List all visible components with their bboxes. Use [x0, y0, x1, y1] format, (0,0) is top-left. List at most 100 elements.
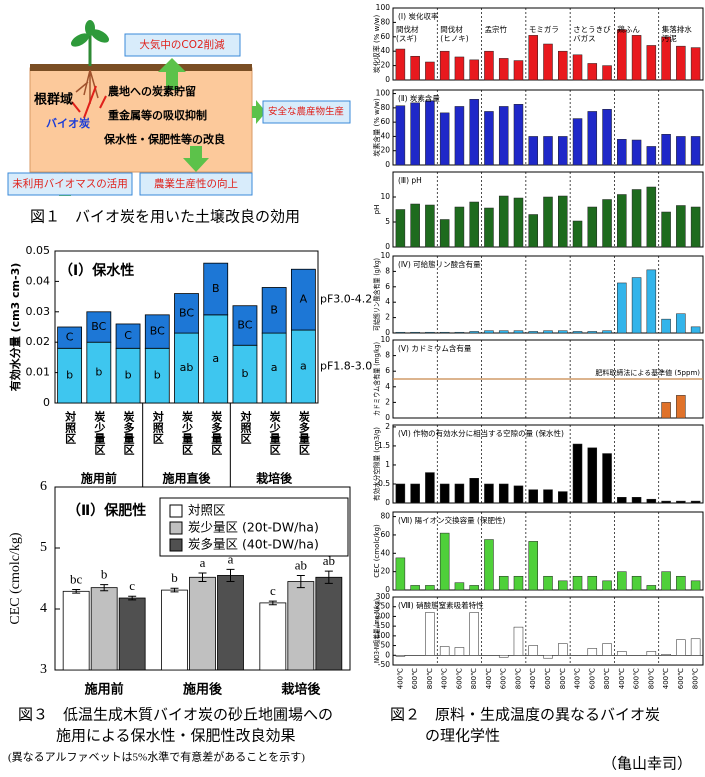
- bar: [602, 65, 612, 81]
- bar: [62, 590, 90, 671]
- y-axis-label: 炭素含量 (% w/w): [372, 98, 381, 157]
- bar: [602, 109, 612, 166]
- bar: [676, 395, 686, 419]
- bar: [439, 50, 450, 81]
- bar: [617, 651, 627, 656]
- bar: [395, 655, 406, 657]
- bar: [484, 483, 494, 504]
- bar: [513, 104, 524, 166]
- significance-letter: b: [154, 369, 161, 382]
- bar: [690, 136, 701, 166]
- y-tick-label: 60: [380, 117, 390, 126]
- bar: [661, 402, 671, 419]
- x-tick-label: 対照区: [64, 410, 78, 445]
- bar: [631, 139, 642, 166]
- bar: [528, 645, 538, 656]
- x-tick-label: 600℃: [588, 668, 596, 689]
- group-label: バガス: [573, 33, 596, 43]
- group-label: 間伐材: [440, 24, 463, 34]
- bar: [118, 597, 146, 671]
- error-bar: [72, 588, 81, 594]
- bar: [484, 111, 494, 166]
- legend-swatch: [169, 504, 183, 518]
- bar-segment: [57, 326, 83, 349]
- productivity-label: 農業生産性の向上: [154, 177, 238, 190]
- y-axis-label: 有効水分量 (cm3 cm-3): [8, 263, 22, 392]
- group-label: 施用前: [81, 471, 117, 486]
- bar: [217, 575, 244, 671]
- significance-letter: ab: [323, 553, 335, 568]
- bar: [602, 199, 612, 248]
- arrow-down: [183, 146, 209, 172]
- biomass-label: 未利用バイオマスの活用: [12, 178, 128, 190]
- y-tick-label: 0: [385, 650, 390, 659]
- bar: [587, 111, 598, 166]
- bar: [484, 50, 494, 81]
- significance-letter: a: [212, 352, 219, 365]
- bar: [439, 331, 450, 334]
- legend-swatch: [169, 538, 183, 552]
- bar: [587, 575, 598, 591]
- author: （亀山幸司）: [602, 755, 692, 772]
- x-tick-label: 400℃: [662, 668, 670, 689]
- bar-segment: [144, 314, 170, 349]
- bar: [513, 626, 524, 656]
- figure-caption: の理化学性: [425, 727, 500, 744]
- bar: [676, 500, 686, 504]
- significance-letter: C: [66, 331, 74, 344]
- effect-label: 保水性・保肥性等の改良: [103, 132, 225, 146]
- bar: [543, 330, 553, 334]
- panel-title: (Ⅲ) pH: [398, 176, 422, 185]
- group-label: モミガラ: [529, 24, 559, 34]
- bar: [425, 585, 435, 591]
- y-tick-label: 0: [385, 160, 390, 169]
- bar: [454, 56, 465, 81]
- bar: [661, 36, 671, 81]
- y-tick-label: 20: [380, 567, 390, 576]
- legend-frame: [159, 497, 349, 557]
- bar: [690, 500, 701, 504]
- bar: [617, 139, 627, 166]
- bar: [646, 585, 657, 591]
- y-tick-label: 100: [376, 3, 391, 12]
- bar: [395, 209, 406, 248]
- bar: [646, 498, 657, 504]
- bar: [454, 206, 465, 248]
- bar: [161, 589, 188, 671]
- bar: [528, 541, 538, 591]
- x-tick-label: 800℃: [692, 668, 700, 689]
- bar: [646, 146, 657, 166]
- error-bar: [198, 572, 207, 583]
- group-label: さとうきび: [573, 25, 611, 34]
- panel-title: (Ⅰ) 炭化収率: [398, 11, 439, 21]
- bar: [661, 571, 671, 591]
- significance-letter: a: [228, 551, 234, 566]
- group-label: 施用直後: [162, 471, 211, 486]
- y-tick-label: 0: [43, 396, 50, 409]
- y-tick-label: 0.05: [26, 244, 51, 257]
- bar: [513, 197, 524, 248]
- bar: [661, 500, 671, 504]
- bar: [617, 282, 627, 334]
- x-tick-label: 400℃: [529, 668, 537, 689]
- error-bar: [226, 568, 235, 583]
- bar: [558, 195, 568, 248]
- y-tick-label: 0: [385, 585, 390, 594]
- bar: [410, 331, 420, 334]
- group-label: 栽培後: [256, 471, 293, 486]
- bar: [602, 580, 612, 591]
- x-tick-label: 400℃: [618, 668, 626, 689]
- bar: [454, 331, 465, 334]
- bar: [469, 201, 479, 248]
- bar-segment: [174, 293, 199, 334]
- significance-letter: BC: [237, 318, 252, 331]
- bar: [528, 214, 538, 248]
- x-tick-label: 炭多量区: [122, 410, 135, 456]
- bar-segment: [290, 268, 316, 331]
- y-tick-label: 0.02: [26, 335, 51, 348]
- y-axis-label: pH: [373, 205, 381, 215]
- bar-segment: [86, 341, 112, 404]
- bar: [498, 655, 509, 658]
- bar: [395, 331, 406, 334]
- y-axis-label: 炭化収率 (% w/w): [372, 15, 381, 74]
